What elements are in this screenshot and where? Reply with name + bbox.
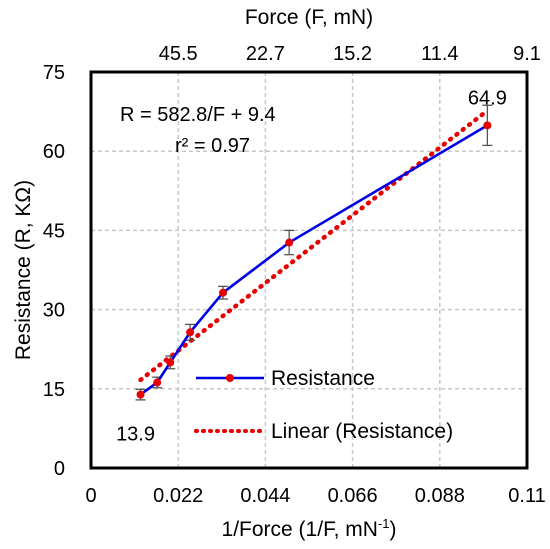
y-tick-label: 45: [43, 220, 65, 242]
legend-resistance-label: Resistance: [271, 367, 375, 390]
x-tick-label: 0.022: [153, 485, 203, 507]
top-tick-label: 22.7: [246, 43, 285, 65]
y-tick-label: 75: [43, 62, 65, 84]
equation-annotation: R = 582.8/F + 9.4: [120, 104, 276, 126]
last-data-label: 64.9: [468, 87, 507, 109]
data-point: [186, 328, 195, 337]
top-axis-title: Force (F, mN): [245, 6, 373, 29]
data-point: [285, 238, 294, 247]
y-tick-label: 60: [43, 141, 65, 163]
y-tick-label: 30: [43, 300, 65, 322]
top-tick-label: 15.2: [333, 43, 372, 65]
y-tick-labels: 0 15 30 45 60 75: [43, 62, 65, 480]
y-tick-label: 15: [43, 379, 65, 401]
data-point: [218, 288, 227, 297]
top-tick-label: 9.1: [513, 43, 541, 65]
r-squared-annotation: r² = 0.97: [175, 135, 250, 157]
data-point: [166, 358, 175, 367]
data-markers: [136, 121, 492, 399]
x-axis-title-end: ): [389, 518, 396, 541]
legend: Resistance Linear (Resistance): [194, 367, 453, 443]
x-tick-label: 0.088: [415, 485, 465, 507]
x-tick-label: 0.044: [240, 485, 290, 507]
y-tick-label: 0: [54, 458, 65, 480]
x-tick-label: 0.066: [328, 485, 378, 507]
top-tick-label: 11.4: [421, 43, 458, 65]
x-axis-title-sup: -1: [378, 516, 390, 531]
x-tick-labels: 0 0.022 0.044 0.066 0.088 0.11: [85, 485, 545, 507]
x-axis-title: 1/Force (1/F, mN-1): [222, 516, 397, 541]
data-point: [153, 378, 162, 387]
plot-frame: [89, 70, 529, 470]
trendline: [138, 108, 490, 383]
trendline-path: [138, 108, 490, 383]
data-point: [483, 121, 492, 130]
legend-resistance-marker: [226, 374, 234, 382]
y-axis-title: Resistance (R, KΩ): [12, 180, 35, 360]
top-tick-labels: 45.5 22.7 15.2 11.4 9.1: [159, 43, 541, 65]
x-tick-label: 0: [85, 485, 96, 507]
series-line-resistance: [139, 124, 489, 396]
first-data-label: 13.9: [116, 424, 155, 446]
grid-lines: [91, 72, 527, 468]
top-tick-label: 45.5: [159, 43, 198, 65]
data-point: [136, 390, 145, 399]
x-tick-label: 0.11: [508, 485, 545, 507]
series-line-group: [139, 124, 489, 396]
legend-linear-label: Linear (Resistance): [271, 420, 453, 443]
x-axis-title-main: 1/Force (1/F, mN: [222, 518, 378, 541]
